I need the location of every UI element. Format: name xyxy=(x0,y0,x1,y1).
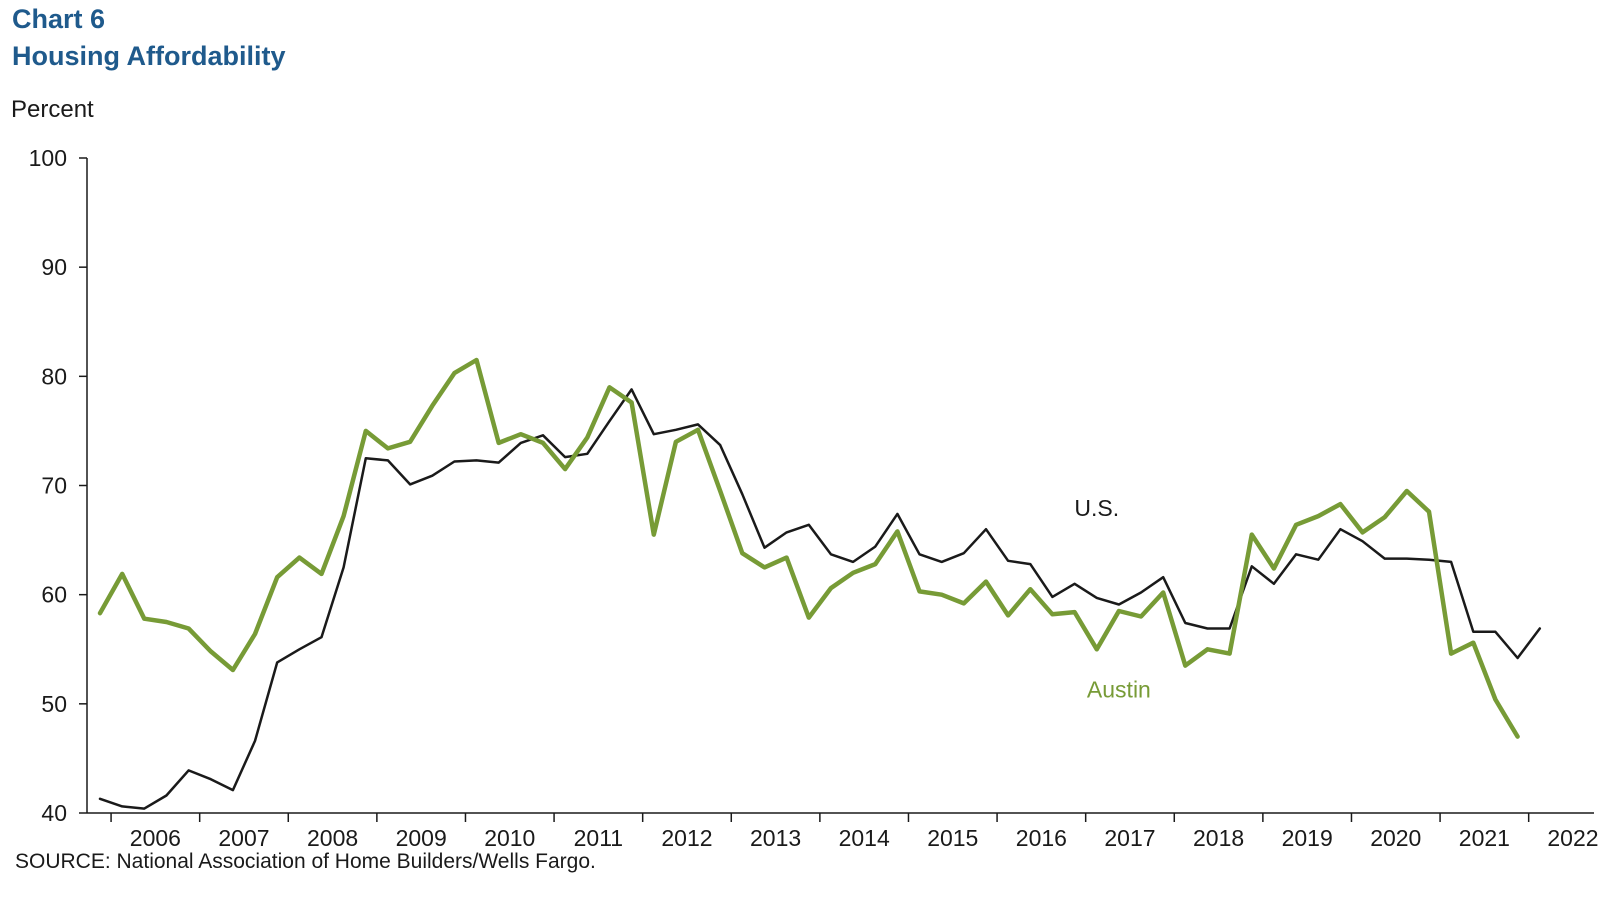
y-tick-label: 70 xyxy=(41,473,67,499)
axes: 40 50 60 70 80 90 100 2006 2007 2008 2009 2010 2011 2… xyxy=(29,145,1599,851)
series-lines xyxy=(97,357,1542,810)
x-tick-label: 2020 xyxy=(1370,825,1421,851)
y-tick-label: 90 xyxy=(41,254,67,280)
chart-title: Housing Affordability xyxy=(12,41,286,71)
x-tick-label: 2011 xyxy=(574,825,623,851)
series-line-austin xyxy=(97,357,1520,739)
series-label-austin: Austin xyxy=(1087,676,1151,702)
y-axis-label: Percent xyxy=(11,96,94,123)
x-tick-label: 2006 xyxy=(130,825,181,851)
x-tick-label: 2016 xyxy=(1016,825,1067,851)
x-tick-label: 2010 xyxy=(484,825,535,851)
x-tick-label: 2013 xyxy=(750,825,801,851)
y-tick-label: 60 xyxy=(41,582,67,608)
y-tick-label: 100 xyxy=(29,145,67,171)
x-tick-label: 2021 xyxy=(1459,825,1510,851)
x-tick-label: 2009 xyxy=(396,825,447,851)
x-tick-label: 2019 xyxy=(1282,825,1333,851)
series-labels: U.S. Austin xyxy=(1074,495,1150,702)
x-tick-label: 2022 xyxy=(1547,825,1598,851)
series-line-us xyxy=(98,388,1542,810)
x-tick-label: 2018 xyxy=(1193,825,1244,851)
x-tick-label: 2014 xyxy=(839,825,890,851)
y-tick-label: 40 xyxy=(41,800,67,826)
x-tick-label: 2017 xyxy=(1104,825,1155,851)
series-label-us: U.S. xyxy=(1074,495,1119,521)
x-tick-label: 2008 xyxy=(307,825,358,851)
chart-number: Chart 6 xyxy=(12,4,106,34)
x-tick-label: 2007 xyxy=(218,825,269,851)
y-tick-label: 80 xyxy=(41,363,67,389)
y-tick-label: 50 xyxy=(41,691,67,717)
x-tick-label: 2015 xyxy=(927,825,978,851)
x-tick-label: 2012 xyxy=(661,825,712,851)
source-note: SOURCE: National Association of Home Bui… xyxy=(15,850,596,873)
